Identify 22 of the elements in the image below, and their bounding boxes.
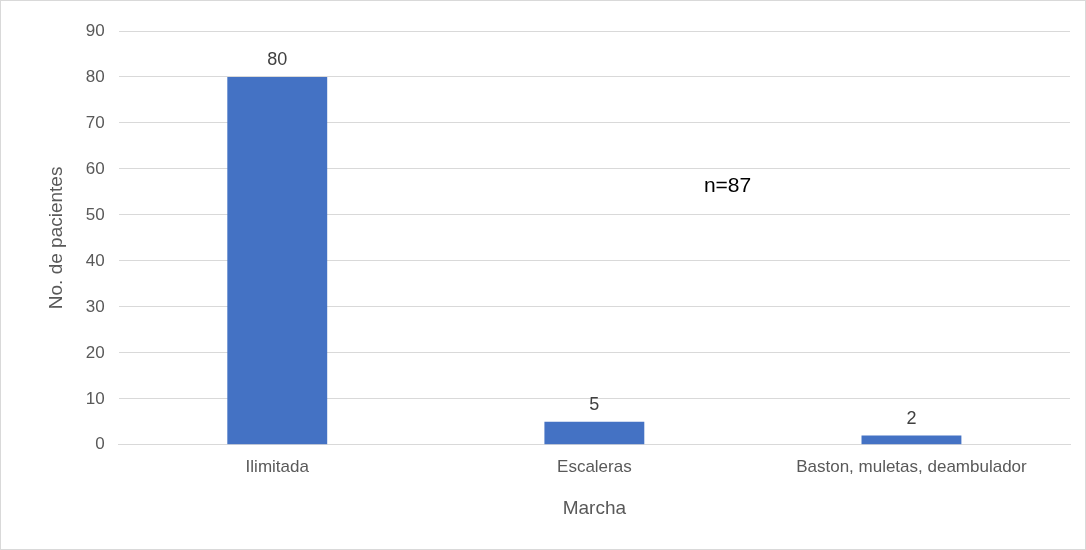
bar [861,435,962,445]
x-tick-label: Escaleras [557,456,632,476]
y-tick-label: 90 [85,20,105,40]
y-tick-label: 0 [95,434,105,454]
annotation: n=87 [703,172,752,196]
x-axis-title: Marcha [562,496,627,518]
data-label: 2 [906,407,917,428]
y-tick-label: 10 [85,388,105,408]
data-label: 80 [267,48,288,69]
y-tick-label: 20 [85,342,105,362]
y-tick-label: 40 [85,250,105,270]
bar [544,421,645,445]
x-tick-label: Ilimitada [245,456,310,476]
y-axis-title: No. de pacientes [44,166,66,310]
y-tick-label: 80 [85,66,105,86]
data-label: 5 [589,393,600,414]
y-tick-label: 30 [85,296,105,316]
bar [227,76,328,445]
y-tick-label: 60 [85,158,105,178]
y-tick-label: 70 [85,112,105,132]
x-tick-label: Baston, muletas, deambulador [796,456,1028,476]
y-tick-label: 50 [85,204,105,224]
